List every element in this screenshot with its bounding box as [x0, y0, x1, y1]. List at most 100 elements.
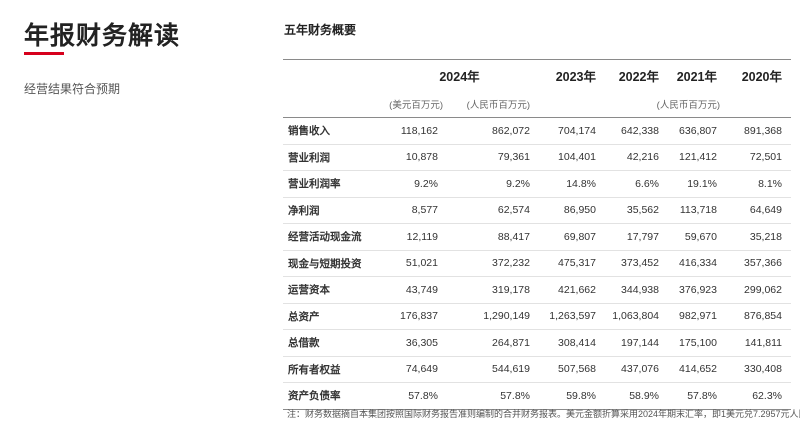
header-year-2023: 2023年 [539, 59, 605, 90]
cell-usd-2024: 118,162 [376, 117, 447, 145]
cell-usd-2024: 9.2% [376, 170, 447, 198]
cell-usd-2024: 43,749 [376, 276, 447, 304]
cell-2023: 104,401 [539, 144, 605, 171]
unit-blank [283, 90, 376, 118]
page-subtitle: 经营结果符合预期 [24, 82, 121, 96]
cell-2022: 58.9% [605, 382, 668, 410]
unit-rmb-other: (人民币百万元) [605, 90, 726, 118]
cell-2022: 6.6% [605, 170, 668, 198]
row-label: 所有者权益 [283, 356, 376, 383]
cell-2020: 62.3% [726, 382, 791, 410]
year-header-row: 2024年 2023年 2022年 2021年 2020年 [283, 59, 791, 90]
cell-2020: 891,368 [726, 117, 791, 145]
cell-rmb-2024: 264,871 [447, 329, 539, 357]
cell-2023: 69,807 [539, 223, 605, 251]
cell-2021: 175,100 [668, 329, 726, 357]
table-row: 销售收入 118,162 862,072 704,174 642,338 636… [283, 117, 791, 145]
cell-2023: 86,950 [539, 197, 605, 224]
table-row: 净利润 8,577 62,574 86,950 35,562 113,718 6… [283, 197, 791, 224]
unit-blank-2020 [726, 90, 791, 118]
row-label: 总借款 [283, 329, 376, 357]
cell-usd-2024: 10,878 [376, 144, 447, 171]
page-title: 年报财务解读 [24, 22, 181, 50]
row-label: 经营活动现金流 [283, 223, 376, 251]
cell-2020: 141,811 [726, 329, 791, 357]
cell-usd-2024: 12,119 [376, 223, 447, 251]
cell-2020: 876,854 [726, 303, 791, 330]
cell-2021: 982,971 [668, 303, 726, 330]
cell-2021: 416,334 [668, 250, 726, 277]
table-row: 现金与短期投资 51,021 372,232 475,317 373,452 4… [283, 250, 791, 277]
cell-2022: 344,938 [605, 276, 668, 304]
table-row: 总借款 36,305 264,871 308,414 197,144 175,1… [283, 329, 791, 357]
cell-2021: 121,412 [668, 144, 726, 171]
cell-usd-2024: 51,021 [376, 250, 447, 277]
row-label: 营业利润 [283, 144, 376, 171]
cell-2023: 1,263,597 [539, 303, 605, 330]
cell-usd-2024: 36,305 [376, 329, 447, 357]
cell-2021: 636,807 [668, 117, 726, 145]
row-label: 现金与短期投资 [283, 250, 376, 277]
cell-rmb-2024: 319,178 [447, 276, 539, 304]
row-label: 净利润 [283, 197, 376, 224]
cell-2020: 64,649 [726, 197, 791, 224]
table-title: 五年财务概要 [284, 23, 357, 37]
cell-2021: 59,670 [668, 223, 726, 251]
cell-2023: 308,414 [539, 329, 605, 357]
cell-2021: 376,923 [668, 276, 726, 304]
cell-2021: 19.1% [668, 170, 726, 198]
cell-rmb-2024: 9.2% [447, 170, 539, 198]
financial-summary-table: 2024年 2023年 2022年 2021年 2020年 (美元百万元) (人… [283, 59, 791, 410]
cell-usd-2024: 74,649 [376, 356, 447, 383]
cell-2022: 373,452 [605, 250, 668, 277]
cell-rmb-2024: 88,417 [447, 223, 539, 251]
header-year-2021: 2021年 [668, 59, 726, 90]
cell-2022: 642,338 [605, 117, 668, 145]
table-row: 所有者权益 74,649 544,619 507,568 437,076 414… [283, 356, 791, 383]
table-row: 营业利润 10,878 79,361 104,401 42,216 121,41… [283, 144, 791, 171]
unit-blank-2023 [539, 90, 605, 118]
header-year-2024: 2024年 [376, 59, 539, 90]
cell-2020: 357,366 [726, 250, 791, 277]
cell-2020: 35,218 [726, 223, 791, 251]
cell-2022: 17,797 [605, 223, 668, 251]
cell-rmb-2024: 862,072 [447, 117, 539, 145]
unit-rmb-2024: (人民币百万元) [447, 90, 539, 118]
table-row: 营业利润率 9.2% 9.2% 14.8% 6.6% 19.1% 8.1% [283, 170, 791, 198]
row-label: 资产负债率 [283, 382, 376, 410]
cell-2021: 414,652 [668, 356, 726, 383]
cell-2020: 72,501 [726, 144, 791, 171]
cell-2020: 299,062 [726, 276, 791, 304]
row-label: 运营资本 [283, 276, 376, 304]
cell-rmb-2024: 544,619 [447, 356, 539, 383]
cell-usd-2024: 176,837 [376, 303, 447, 330]
cell-2021: 113,718 [668, 197, 726, 224]
cell-rmb-2024: 62,574 [447, 197, 539, 224]
cell-2023: 704,174 [539, 117, 605, 145]
cell-2023: 14.8% [539, 170, 605, 198]
cell-2022: 35,562 [605, 197, 668, 224]
cell-2022: 1,063,804 [605, 303, 668, 330]
cell-rmb-2024: 1,290,149 [447, 303, 539, 330]
table-row: 总资产 176,837 1,290,149 1,263,597 1,063,80… [283, 303, 791, 330]
row-label: 营业利润率 [283, 170, 376, 198]
cell-2023: 59.8% [539, 382, 605, 410]
header-year-2020: 2020年 [726, 59, 791, 90]
table-row: 经营活动现金流 12,119 88,417 69,807 17,797 59,6… [283, 223, 791, 251]
row-label: 销售收入 [283, 117, 376, 145]
header-blank [283, 59, 376, 90]
title-underline [24, 52, 64, 55]
table-row: 资产负债率 57.8% 57.8% 59.8% 58.9% 57.8% 62.3… [283, 382, 791, 410]
cell-2021: 57.8% [668, 382, 726, 410]
cell-usd-2024: 8,577 [376, 197, 447, 224]
cell-2022: 437,076 [605, 356, 668, 383]
cell-2020: 8.1% [726, 170, 791, 198]
cell-2023: 421,662 [539, 276, 605, 304]
table-footnote: 注：财务数据摘自本集团按照国际财务报告准则编制的合并财务报表。美元金额折算采用2… [287, 409, 800, 419]
cell-2023: 475,317 [539, 250, 605, 277]
cell-2022: 42,216 [605, 144, 668, 171]
unit-usd: (美元百万元) [376, 90, 447, 118]
left-panel: 年报财务解读 经营结果符合预期 [0, 0, 262, 433]
row-label: 总资产 [283, 303, 376, 330]
cell-rmb-2024: 57.8% [447, 382, 539, 410]
